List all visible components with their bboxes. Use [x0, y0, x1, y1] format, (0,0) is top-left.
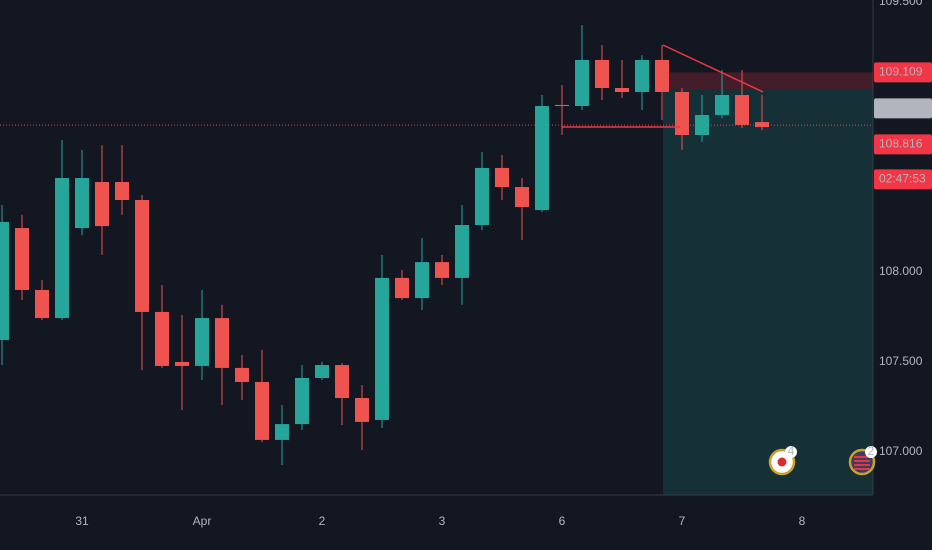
event-badge	[865, 446, 877, 458]
candle-body	[635, 59, 649, 92]
candle-body	[715, 95, 729, 116]
candle-body	[595, 59, 609, 89]
candle-body	[515, 187, 529, 207]
candle-body	[315, 365, 329, 378]
candle-body	[455, 225, 469, 278]
candle-body	[555, 104, 569, 107]
candle-body	[75, 178, 89, 229]
candle-body	[355, 397, 369, 422]
flag-stripe	[854, 468, 870, 470]
candle-body	[735, 95, 749, 125]
candle-body	[675, 91, 689, 135]
candle-body	[615, 88, 629, 92]
candles	[0, 25, 769, 465]
price-tag	[874, 62, 932, 83]
candle-body	[235, 367, 249, 382]
candle-body	[35, 289, 49, 319]
price-tag-label: 108.816	[879, 137, 923, 151]
candle-body	[475, 167, 489, 225]
y-tick-label: 108.000	[879, 264, 923, 278]
flag-stripe	[854, 460, 870, 462]
candle-body	[495, 167, 509, 188]
price-tag	[874, 134, 932, 155]
candle-body	[535, 106, 549, 211]
price-tag-label: 109.109	[879, 65, 923, 79]
x-tick-label: Apr	[193, 514, 212, 528]
candle-body	[55, 178, 69, 319]
y-tick-label: 107.500	[879, 354, 923, 368]
flag-dot	[777, 457, 787, 467]
event-count: 2	[868, 444, 875, 458]
candle-body	[215, 318, 229, 368]
candle-body	[175, 361, 189, 366]
candle-body	[655, 59, 669, 92]
candle-body	[275, 424, 289, 440]
y-tick-label: 107.000	[879, 444, 923, 458]
candle-body	[295, 378, 309, 425]
stop-zone	[663, 72, 873, 90]
price-tag	[874, 98, 932, 119]
candle-body	[695, 115, 709, 135]
x-tick-label: 31	[75, 514, 89, 528]
candle-body	[375, 277, 389, 420]
candle-body	[575, 59, 589, 107]
countdown-tag	[874, 169, 932, 190]
candle-body	[135, 199, 149, 312]
candle-body	[115, 181, 129, 200]
candle-body	[395, 277, 409, 299]
countdown: 02:47:53	[879, 172, 926, 186]
flag-stripe	[854, 456, 870, 458]
target-zone	[663, 89, 873, 495]
candle-body	[195, 318, 209, 366]
candle-body	[415, 262, 429, 299]
y-tick-label: 109.500	[879, 0, 923, 8]
event-count: 4	[788, 444, 795, 458]
axes: 107.000 107.500 108.000 109.500 31 Apr 2 3 6 7 8 10…	[75, 0, 932, 528]
trend-line	[662, 44, 764, 93]
price-tag-label: 109.012	[879, 101, 923, 115]
event-badge	[785, 446, 797, 458]
x-tick-label: 7	[679, 514, 686, 528]
candle-body	[0, 221, 9, 341]
overlay	[562, 44, 764, 128]
x-tick-label: 8	[799, 514, 806, 528]
candle-body	[15, 228, 29, 290]
candle-body	[755, 122, 769, 128]
candle-body	[335, 365, 349, 398]
candle-body	[435, 262, 449, 278]
x-tick-label: 3	[439, 514, 446, 528]
zones	[0, 72, 873, 495]
candle-body	[155, 311, 169, 366]
candle-body	[95, 181, 109, 227]
x-tick-label: 6	[559, 514, 566, 528]
candle-body	[255, 381, 269, 440]
x-tick-label: 2	[319, 514, 326, 528]
flag-stripe	[854, 464, 870, 466]
